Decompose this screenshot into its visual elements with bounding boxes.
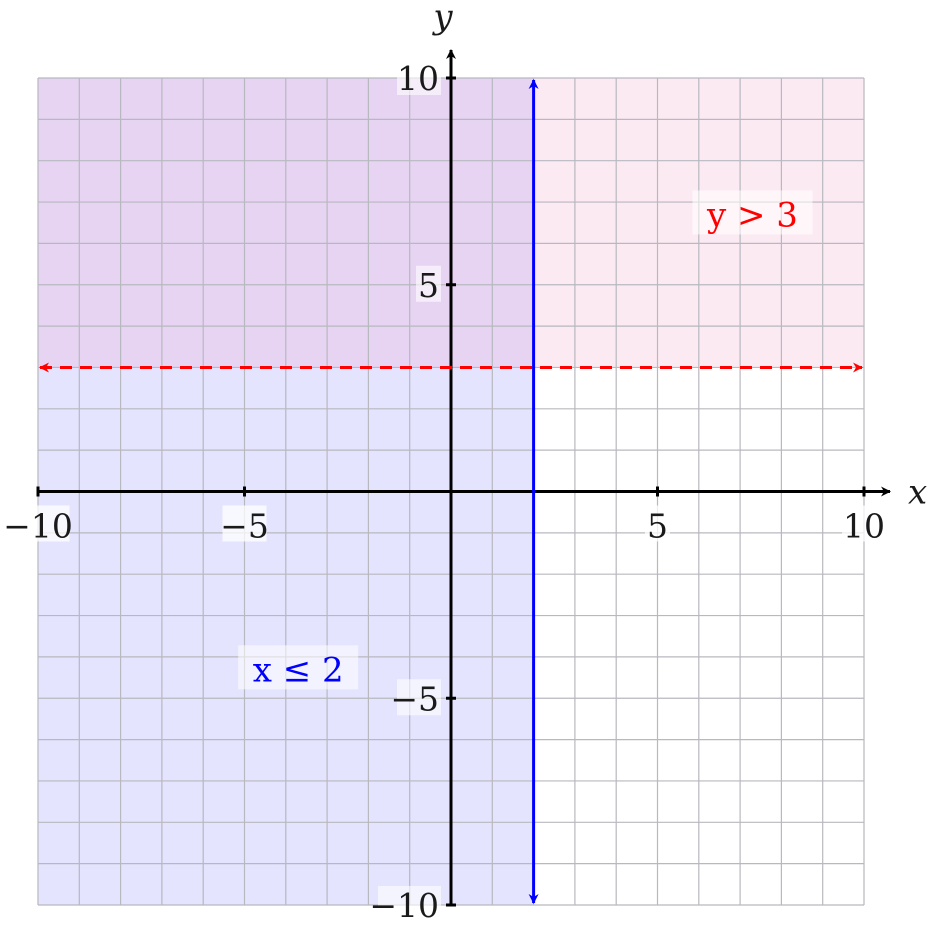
y-tick-label: 10 (397, 59, 439, 98)
y-tick-label: −5 (390, 679, 439, 718)
x-tick-label: −5 (220, 507, 269, 546)
inequality-label-0: x ≤ 2 (253, 650, 344, 690)
x-axis-title: x (908, 473, 927, 513)
y-tick-label: 5 (418, 266, 439, 305)
inequality-label-1: y > 3 (706, 195, 798, 235)
x-tick-label: 10 (843, 507, 885, 546)
x-tick-label: 5 (647, 507, 668, 546)
y-tick-label: −10 (369, 886, 439, 925)
x-tick-label: −10 (3, 507, 73, 546)
y-axis-title: y (431, 0, 453, 37)
